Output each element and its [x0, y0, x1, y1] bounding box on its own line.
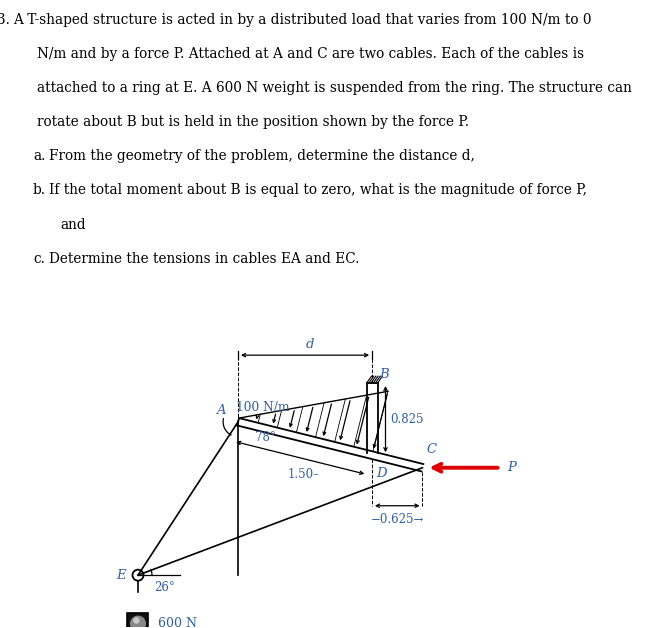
Text: attached to a ring at E. A 600 N weight is suspended from the ring. The structur: attached to a ring at E. A 600 N weight …	[37, 81, 632, 95]
Text: A T-shaped structure is acted in by a distributed load that varies from 100 N/m : A T-shaped structure is acted in by a di…	[13, 13, 592, 27]
Text: E: E	[116, 569, 126, 582]
Text: D: D	[376, 467, 386, 480]
Text: B: B	[379, 368, 389, 381]
Bar	[127, 613, 148, 628]
Text: A: A	[216, 404, 226, 417]
Text: 78°: 78°	[255, 431, 276, 444]
Text: N/m and by a force P. Attached at A and C are two cables. Each of the cables is: N/m and by a force P. Attached at A and …	[37, 47, 585, 61]
Text: P: P	[507, 461, 516, 474]
Text: c.: c.	[34, 252, 45, 266]
Circle shape	[134, 618, 139, 623]
Text: 3.: 3.	[0, 13, 10, 27]
Text: If the total moment about B is equal to zero, what is the magnitude of force P,: If the total moment about B is equal to …	[49, 183, 587, 197]
Text: 1.50–: 1.50–	[287, 468, 319, 481]
Text: b.: b.	[32, 183, 45, 197]
Text: 0.825: 0.825	[390, 413, 424, 426]
Text: From the geometry of the problem, determine the distance d,: From the geometry of the problem, determ…	[49, 149, 474, 163]
Text: 600 N: 600 N	[158, 617, 198, 628]
Text: −0.625→: −0.625→	[371, 512, 424, 526]
Text: rotate about B but is held in the position shown by the force P.: rotate about B but is held in the positi…	[37, 116, 470, 129]
Text: a.: a.	[33, 149, 45, 163]
Text: Determine the tensions in cables EA and EC.: Determine the tensions in cables EA and …	[49, 252, 359, 266]
Text: 26°: 26°	[154, 581, 175, 594]
Text: C: C	[426, 443, 437, 456]
Text: 100 N/m: 100 N/m	[237, 401, 290, 414]
Text: d: d	[306, 338, 314, 351]
Text: and: and	[60, 217, 86, 232]
Circle shape	[131, 616, 145, 628]
